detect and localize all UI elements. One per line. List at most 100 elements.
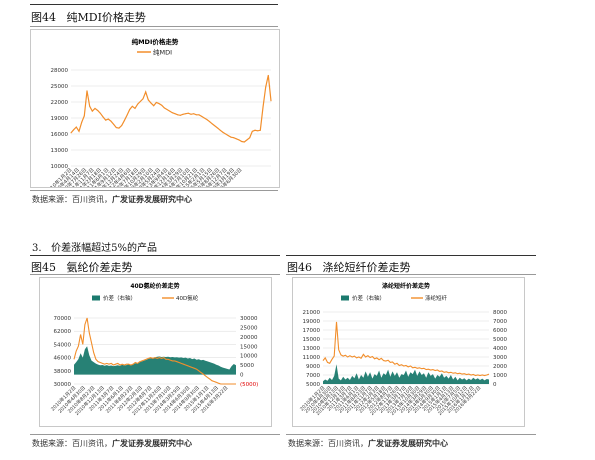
fig44-label: 图44 <box>31 11 56 24</box>
legend-swatch-spread <box>341 295 349 301</box>
data-point <box>155 102 157 104</box>
data-point <box>94 107 96 109</box>
data-point <box>147 99 149 101</box>
y-tick-label: 28000 <box>51 68 69 74</box>
data-point <box>166 108 168 110</box>
y-left-tick-label: 54000 <box>54 342 72 348</box>
data-point <box>89 105 91 107</box>
data-point <box>70 132 72 134</box>
fig46-source-org: 广发证券发展研究中心 <box>368 439 448 448</box>
data-point <box>113 123 115 125</box>
data-point <box>251 130 253 132</box>
data-point <box>198 114 200 116</box>
fig44-source-prefix: 数据来源：百川资讯， <box>32 195 112 204</box>
fig46-caption: 图46 涤纶短纤价差走势 <box>287 259 411 275</box>
data-point <box>243 141 245 143</box>
fig46-top-rule <box>286 255 536 256</box>
y-right-tick-label: 15000 <box>240 344 258 350</box>
series-line <box>70 75 272 143</box>
y-left-tick-label: 15000 <box>303 337 321 343</box>
data-point <box>174 113 176 115</box>
data-point <box>158 103 160 105</box>
chart-title: 纯MDI价格走势 <box>132 37 179 46</box>
data-point <box>81 121 83 123</box>
y-left-tick-label: 38000 <box>54 369 72 375</box>
data-point <box>169 110 171 112</box>
y-left-tick-label: 5000 <box>306 382 320 388</box>
data-point <box>230 136 232 138</box>
data-point <box>123 120 125 122</box>
y-right-tick-label: 0 <box>493 382 497 388</box>
data-point <box>246 139 248 141</box>
data-point <box>222 131 224 133</box>
fig45-source-prefix: 数据来源：百川资讯， <box>32 439 112 448</box>
data-point <box>238 139 240 141</box>
y-right-tick-label: 5000 <box>240 363 254 369</box>
y-left-tick-label: 7000 <box>306 373 320 379</box>
legend-swatch-spread <box>92 295 100 301</box>
data-point <box>153 105 155 107</box>
data-point <box>206 119 208 121</box>
fig45-source: 数据来源：百川资讯，广发证券发展研究中心 <box>32 438 192 449</box>
y-right-tick-label: 6000 <box>493 328 507 334</box>
chart-title: 40D氨纶价差走势 <box>130 282 179 290</box>
data-point <box>145 91 147 93</box>
y-right-tick-label: 1000 <box>493 373 507 379</box>
data-point <box>209 121 211 123</box>
y-right-tick-label: 7000 <box>493 319 507 325</box>
fig45-chart-frame: 40D氨纶价差走势 价差（右轴） 40D氨纶 70000 62000 54000 46000… <box>39 277 272 427</box>
chart-title: 涤纶短纤价差走势 <box>382 282 430 290</box>
data-point <box>73 129 75 131</box>
fig46-title: 涤纶短纤价差走势 <box>322 261 411 274</box>
y-left-tick-label: 9000 <box>306 364 320 370</box>
data-point <box>195 114 197 116</box>
y-left-tick-label: 13000 <box>303 346 321 352</box>
section-title: 价差涨幅超过5%的产品 <box>51 243 157 254</box>
data-point <box>107 118 109 120</box>
y-tick-label: 19000 <box>51 116 69 122</box>
data-point <box>163 107 165 109</box>
section-heading: 3. 价差涨幅超过5%的产品 <box>32 239 157 254</box>
legend-label-product: 涤纶短纤 <box>425 294 448 302</box>
data-point <box>217 127 219 129</box>
y-tick-label: 16000 <box>51 132 69 138</box>
data-point <box>86 90 88 92</box>
product-price-line <box>73 317 236 385</box>
data-point <box>142 98 144 100</box>
spread-area <box>74 346 236 375</box>
data-point <box>249 137 251 139</box>
fig45-source-org: 广发证券发展研究中心 <box>112 439 192 448</box>
fig44-title: 纯MDI价格走势 <box>66 11 146 24</box>
spread-area <box>323 364 489 384</box>
y-left-tick-label: 11000 <box>303 355 321 361</box>
data-point <box>241 140 243 142</box>
fig45-top-rule <box>30 255 280 256</box>
fig46-source-rule <box>286 434 536 435</box>
data-point <box>267 74 269 76</box>
product-price-line <box>322 321 490 377</box>
data-point <box>171 112 173 114</box>
y-tick-label: 10000 <box>51 164 69 170</box>
section-number: 3. <box>32 243 42 254</box>
data-point <box>190 113 192 115</box>
data-point <box>102 116 104 118</box>
y-tick-label: 25000 <box>51 84 69 90</box>
data-point <box>118 127 120 129</box>
y-tick-label: 13000 <box>51 148 69 154</box>
data-point <box>78 130 80 132</box>
data-point <box>161 104 163 106</box>
fig46-source-prefix: 数据来源：百川资讯， <box>288 439 368 448</box>
y-right-tick-label: 2000 <box>493 364 507 370</box>
data-point <box>270 100 272 102</box>
data-point <box>201 115 203 117</box>
fig45-source-rule <box>30 434 280 435</box>
data-point <box>75 126 77 128</box>
y-right-tick-label: 30000 <box>240 316 258 322</box>
data-point <box>262 106 264 108</box>
data-point <box>97 110 99 112</box>
legend-label-spread: 价差（右轴） <box>352 294 385 302</box>
legend-label-spread: 价差（右轴） <box>103 294 136 302</box>
data-point <box>257 130 259 132</box>
fig44-caption-rule <box>30 26 278 27</box>
